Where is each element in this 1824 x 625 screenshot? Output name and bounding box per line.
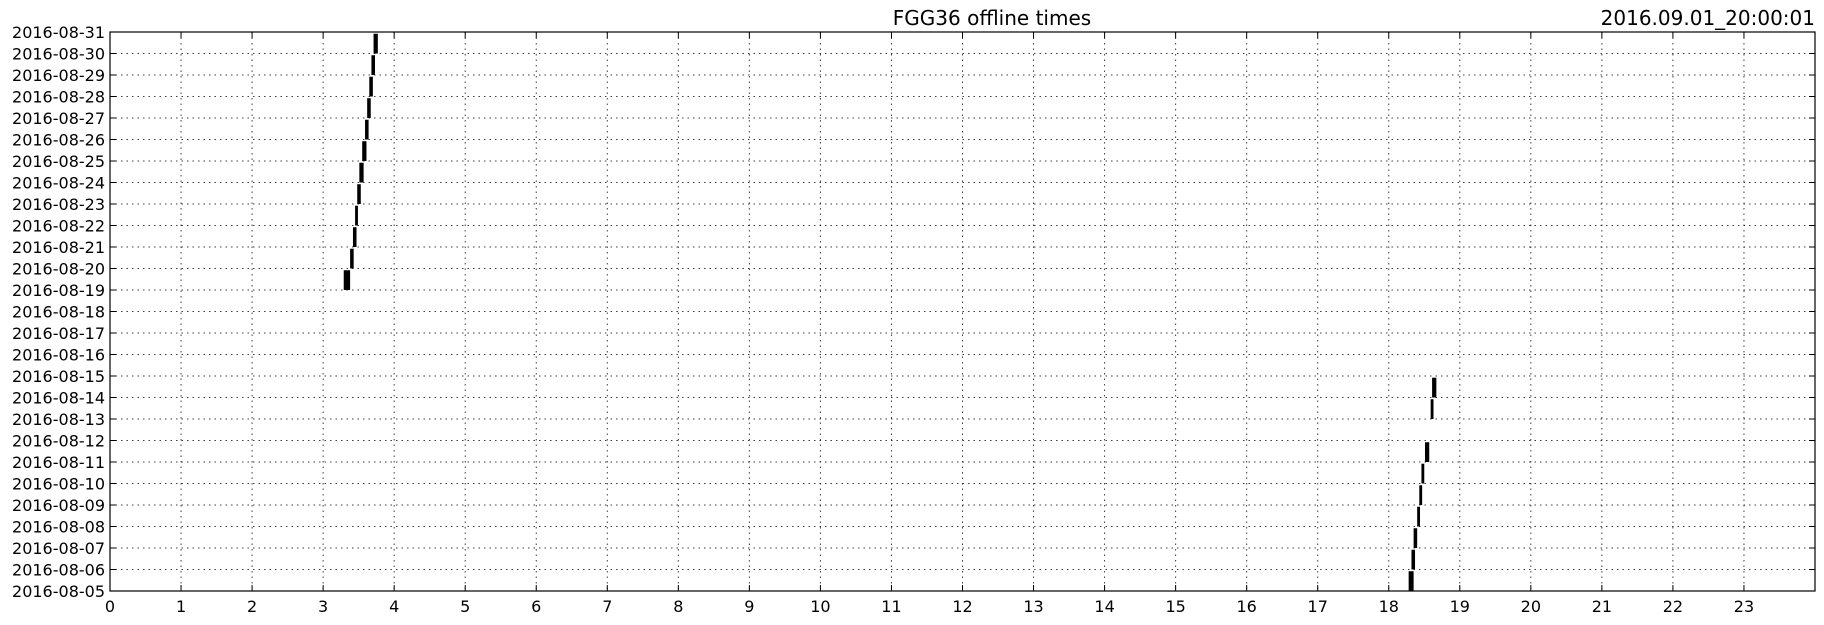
- y-tick-label: 2016-08-13: [12, 410, 105, 429]
- y-tick-label: 2016-08-09: [12, 496, 105, 515]
- x-tick-label: 8: [673, 597, 683, 616]
- x-tick-label: 12: [952, 597, 972, 616]
- offline-bar: [1432, 377, 1437, 398]
- offline-bar: [1424, 442, 1430, 462]
- offline-bar: [1430, 399, 1434, 419]
- x-tick-label: 21: [1592, 597, 1612, 616]
- x-tick-label: 11: [881, 597, 901, 616]
- y-tick-label: 2016-08-30: [12, 45, 105, 64]
- y-tick-label: 2016-08-21: [12, 238, 105, 257]
- y-tick-label: 2016-08-18: [12, 303, 105, 322]
- x-tick-label: 16: [1236, 597, 1256, 616]
- x-tick-label: 0: [105, 597, 115, 616]
- x-tick-label: 6: [531, 597, 541, 616]
- y-tick-label: 2016-08-24: [12, 174, 105, 193]
- x-tick-label: 18: [1379, 597, 1399, 616]
- offline-bar: [1413, 528, 1418, 548]
- offline-bar: [1419, 485, 1423, 505]
- y-axis: 2016-08-05 2016-08-06 2016-08-07 2016-08-08…: [12, 23, 1815, 601]
- x-tick-label: 13: [1023, 597, 1043, 616]
- offline-bars: [343, 33, 1437, 591]
- x-tick-label: 20: [1521, 597, 1541, 616]
- offline-bar: [365, 119, 369, 140]
- y-tick-label: 2016-08-08: [12, 518, 105, 537]
- y-tick-label: 2016-08-14: [12, 389, 105, 408]
- y-tick-label: 2016-08-11: [12, 453, 105, 472]
- y-tick-label: 2016-08-06: [12, 561, 105, 580]
- offline-bar: [352, 227, 357, 247]
- y-tick-label: 2016-08-26: [12, 131, 105, 150]
- x-tick-label: 5: [460, 597, 470, 616]
- offline-bar: [369, 76, 373, 97]
- y-tick-label: 2016-08-19: [12, 281, 105, 300]
- y-tick-label: 2016-08-23: [12, 195, 105, 214]
- offline-bar: [367, 98, 371, 118]
- x-tick-label: 2: [247, 597, 257, 616]
- y-tick-label: 2016-08-25: [12, 152, 105, 171]
- y-tick-label: 2016-08-31: [12, 23, 105, 42]
- x-tick-label: 9: [744, 597, 754, 616]
- offline-bar: [359, 162, 364, 183]
- y-tick-label: 2016-08-16: [12, 346, 105, 365]
- offline-bar: [1411, 549, 1416, 570]
- offline-bar: [350, 248, 354, 269]
- offline-bar: [1421, 463, 1425, 484]
- chart-title: FGG36 offline times: [893, 6, 1091, 30]
- y-tick-label: 2016-08-27: [12, 109, 105, 128]
- y-tick-label: 2016-08-12: [12, 432, 105, 451]
- x-tick-label: 15: [1165, 597, 1185, 616]
- offline-bar: [357, 184, 361, 204]
- offline-bar: [1417, 506, 1421, 527]
- x-tick-label: 19: [1450, 597, 1470, 616]
- chart-timestamp: 2016.09.01_20:00:01: [1601, 6, 1815, 30]
- x-tick-label: 3: [318, 597, 328, 616]
- y-tick-label: 2016-08-28: [12, 88, 105, 107]
- offline-bar: [1408, 571, 1414, 591]
- y-tick-label: 2016-08-22: [12, 217, 105, 236]
- x-axis: 0 1 2 3 4 5 6 7 8 9 10 11 12 13 14 15 16 17 18 19 20 21 22 23: [105, 32, 1754, 616]
- y-tick-label: 2016-08-29: [12, 66, 105, 85]
- y-tick-label: 2016-08-10: [12, 475, 105, 494]
- x-tick-label: 7: [602, 597, 612, 616]
- offline-bar: [373, 33, 378, 54]
- y-tick-label: 2016-08-05: [12, 582, 105, 601]
- x-tick-label: 10: [810, 597, 830, 616]
- x-tick-label: 23: [1734, 597, 1754, 616]
- y-tick-label: 2016-08-17: [12, 324, 105, 343]
- y-tick-label: 2016-08-20: [12, 260, 105, 279]
- plot-frame: [109, 31, 1816, 592]
- grid-lines: [109, 31, 1815, 592]
- y-tick-label: 2016-08-15: [12, 367, 105, 386]
- offline-bar: [362, 141, 367, 161]
- x-tick-label: 17: [1308, 597, 1328, 616]
- y-tick-label: 2016-08-07: [12, 539, 105, 558]
- x-tick-label: 14: [1094, 597, 1114, 616]
- x-tick-label: 1: [176, 597, 186, 616]
- offline-bar: [355, 205, 358, 226]
- x-tick-label: 22: [1663, 597, 1683, 616]
- x-tick-label: 4: [389, 597, 399, 616]
- offline-bar: [343, 270, 351, 290]
- offline-bar: [371, 55, 375, 75]
